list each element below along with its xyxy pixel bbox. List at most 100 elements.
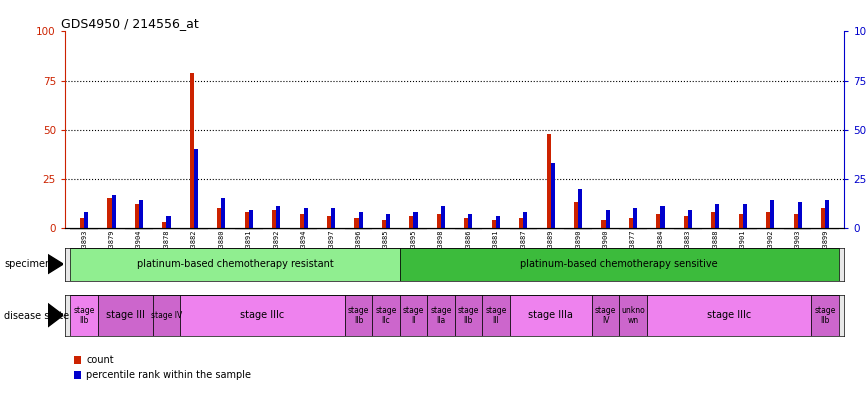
- Bar: [272, 210, 276, 228]
- Polygon shape: [48, 303, 63, 327]
- Text: stage
IIb: stage IIb: [814, 306, 836, 325]
- Bar: [770, 200, 774, 228]
- Bar: [436, 214, 441, 228]
- Bar: [492, 220, 496, 228]
- Bar: [629, 218, 633, 228]
- Text: stage
IV: stage IV: [595, 306, 617, 325]
- Text: stage
IIb: stage IIb: [74, 306, 95, 325]
- Bar: [300, 214, 304, 228]
- Bar: [602, 220, 605, 228]
- Bar: [235, 228, 262, 230]
- Bar: [290, 228, 318, 230]
- Bar: [70, 228, 98, 230]
- Bar: [715, 204, 720, 228]
- Bar: [684, 216, 688, 228]
- Bar: [98, 228, 126, 230]
- Bar: [574, 202, 578, 228]
- Bar: [647, 228, 675, 230]
- Bar: [661, 206, 664, 228]
- Bar: [798, 202, 802, 228]
- Legend: count, percentile rank within the sample: count, percentile rank within the sample: [70, 352, 255, 384]
- Bar: [427, 228, 455, 230]
- Bar: [162, 222, 166, 228]
- Bar: [675, 228, 701, 230]
- Bar: [139, 200, 143, 228]
- Bar: [135, 204, 139, 228]
- Bar: [793, 214, 798, 228]
- Bar: [180, 228, 208, 230]
- Bar: [766, 212, 770, 228]
- Bar: [546, 134, 551, 228]
- Text: stage IIIc: stage IIIc: [241, 310, 285, 320]
- Bar: [464, 218, 469, 228]
- Text: disease state: disease state: [4, 310, 69, 321]
- Bar: [166, 216, 171, 228]
- Bar: [633, 208, 637, 228]
- Bar: [605, 210, 610, 228]
- Text: specimen: specimen: [4, 259, 52, 270]
- Bar: [509, 228, 537, 230]
- Text: stage
III: stage III: [485, 306, 507, 325]
- Text: stage
IIc: stage IIc: [375, 306, 397, 325]
- Bar: [711, 212, 715, 228]
- Text: stage IV: stage IV: [151, 311, 182, 320]
- Bar: [222, 198, 225, 228]
- Bar: [354, 218, 359, 228]
- Bar: [688, 210, 692, 228]
- Text: stage
IIb: stage IIb: [348, 306, 369, 325]
- Bar: [249, 210, 253, 228]
- Text: stage IIIc: stage IIIc: [707, 310, 751, 320]
- Bar: [400, 228, 427, 230]
- Bar: [656, 214, 661, 228]
- Bar: [565, 228, 591, 230]
- Bar: [331, 208, 335, 228]
- Bar: [427, 295, 455, 336]
- Text: stage
II: stage II: [403, 306, 424, 325]
- Bar: [152, 228, 180, 230]
- Bar: [551, 163, 555, 228]
- Bar: [304, 208, 307, 228]
- Bar: [318, 228, 345, 230]
- Bar: [180, 295, 345, 336]
- Bar: [523, 212, 527, 228]
- Bar: [482, 295, 509, 336]
- Text: stage
IIa: stage IIa: [430, 306, 451, 325]
- Bar: [194, 149, 198, 228]
- Text: stage III: stage III: [106, 310, 145, 320]
- Bar: [482, 228, 509, 230]
- Text: stage
IIb: stage IIb: [458, 306, 479, 325]
- Text: GDS4950 / 214556_at: GDS4950 / 214556_at: [61, 17, 199, 30]
- Bar: [382, 220, 386, 228]
- Bar: [80, 218, 84, 228]
- Bar: [152, 295, 180, 336]
- Bar: [729, 228, 757, 230]
- Bar: [496, 216, 500, 228]
- Bar: [578, 189, 582, 228]
- Bar: [455, 228, 482, 230]
- Bar: [84, 212, 88, 228]
- Bar: [107, 198, 112, 228]
- Bar: [372, 228, 400, 230]
- Text: platinum-based chemotherapy resistant: platinum-based chemotherapy resistant: [137, 259, 333, 269]
- Bar: [262, 228, 290, 230]
- Bar: [327, 216, 331, 228]
- Bar: [400, 248, 839, 281]
- Bar: [784, 228, 811, 230]
- Bar: [112, 195, 116, 228]
- Bar: [701, 228, 729, 230]
- Bar: [619, 295, 647, 336]
- Bar: [372, 295, 400, 336]
- Bar: [469, 214, 473, 228]
- Bar: [441, 206, 445, 228]
- Bar: [208, 228, 235, 230]
- Bar: [647, 295, 811, 336]
- Bar: [509, 295, 591, 336]
- Bar: [359, 212, 363, 228]
- Bar: [739, 214, 743, 228]
- Bar: [455, 295, 482, 336]
- Text: stage IIIa: stage IIIa: [528, 310, 573, 320]
- Bar: [386, 214, 391, 228]
- Bar: [190, 73, 194, 228]
- Bar: [70, 248, 400, 281]
- Bar: [519, 218, 523, 228]
